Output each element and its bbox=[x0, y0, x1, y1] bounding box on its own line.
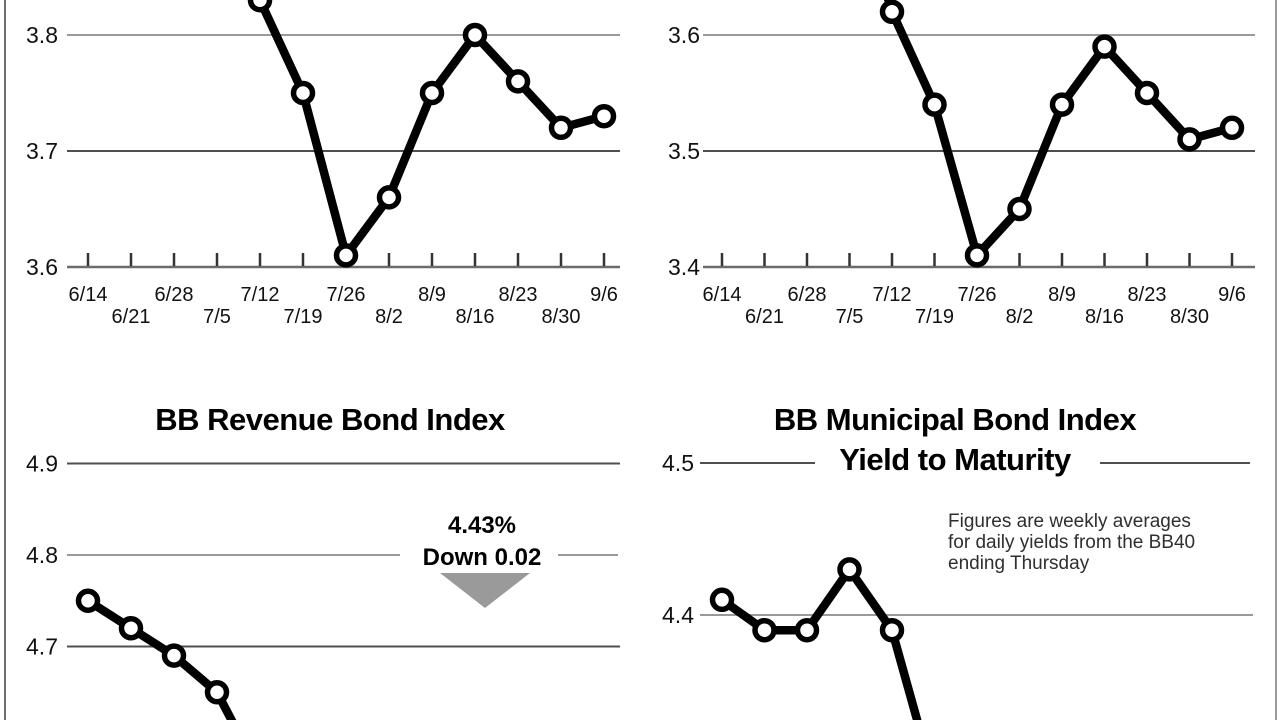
current-value-label: 4.43% bbox=[448, 512, 516, 539]
x-axis-label: 6/21 bbox=[745, 306, 784, 328]
change-label: Down 0.02 bbox=[423, 544, 542, 571]
x-axis-label: 8/2 bbox=[375, 306, 403, 328]
data-point-marker bbox=[290, 80, 316, 106]
data-point-marker bbox=[1092, 34, 1117, 59]
x-axis-label: 8/30 bbox=[542, 306, 581, 328]
x-axis-label: 6/28 bbox=[788, 284, 827, 306]
y-axis-label: 3.7 bbox=[26, 138, 58, 164]
footnote-text: Figures are weekly averages bbox=[948, 511, 1191, 532]
y-axis-label: 4.8 bbox=[26, 542, 58, 568]
x-axis-label: 8/16 bbox=[1085, 306, 1124, 328]
data-point-marker bbox=[462, 22, 488, 48]
y-axis-label: 4.9 bbox=[26, 451, 58, 477]
data-point-marker bbox=[1177, 127, 1202, 152]
y-axis-label: 3.8 bbox=[26, 22, 58, 48]
x-axis-label: 7/26 bbox=[958, 284, 997, 306]
chart-title: BB Revenue Bond Index bbox=[155, 402, 506, 437]
data-line bbox=[883, 0, 1234, 260]
x-axis-label: 7/19 bbox=[284, 306, 323, 328]
x-axis-label: 8/30 bbox=[1170, 306, 1209, 328]
data-point-marker bbox=[752, 617, 777, 643]
down-arrow-icon bbox=[440, 573, 530, 608]
chart-top-left: 3.8 3.7 3.6 6/146/216/28 7/5 7/127/197/26 8/2 8… bbox=[26, 0, 620, 328]
data-point-marker bbox=[75, 588, 101, 613]
x-axis-label: 7/12 bbox=[873, 284, 912, 306]
data-point-marker bbox=[118, 615, 144, 641]
y-axis-label: 4.7 bbox=[26, 634, 58, 660]
y-axis-label: 3.5 bbox=[668, 138, 700, 164]
data-point-marker bbox=[204, 680, 230, 705]
data-point-marker bbox=[1007, 196, 1032, 222]
y-axis-label: 3.6 bbox=[668, 22, 700, 48]
data-point-marker bbox=[879, 617, 905, 643]
data-point-marker bbox=[837, 557, 862, 582]
x-axis-label: 6/14 bbox=[703, 284, 742, 306]
x-axis-label: 8/23 bbox=[499, 284, 538, 306]
data-point-marker bbox=[505, 69, 531, 94]
footnote-text: ending Thursday bbox=[948, 553, 1090, 574]
chart-title: Yield to Maturity bbox=[839, 442, 1072, 477]
data-line bbox=[255, 0, 606, 260]
x-axis-label: 6/14 bbox=[69, 284, 108, 306]
data-point-marker bbox=[879, 0, 905, 25]
data-point-marker bbox=[548, 115, 574, 141]
left-border-rule bbox=[4, 0, 6, 720]
x-axis-label: 9/6 bbox=[1218, 284, 1246, 306]
footnote-text: for daily yields from the BB40 bbox=[948, 532, 1195, 553]
data-point-marker bbox=[922, 92, 947, 117]
x-axis-label: 8/9 bbox=[418, 284, 446, 306]
chart-title: BB Municipal Bond Index bbox=[774, 402, 1137, 437]
data-point-marker bbox=[419, 80, 445, 106]
data-point-marker bbox=[161, 643, 187, 668]
chart-bottom-left: BB Revenue Bond Index 4.9 4.8 4.7 4.43% Down … bbox=[26, 402, 620, 720]
data-point-marker bbox=[709, 587, 735, 613]
x-axis-label: 6/28 bbox=[155, 284, 194, 306]
chart-bottom-right: BB Municipal Bond Index Yield to Maturity… bbox=[662, 402, 1253, 720]
x-axis-label: 7/5 bbox=[836, 306, 864, 328]
data-point-marker bbox=[1219, 115, 1245, 141]
x-axis-label: 7/26 bbox=[327, 284, 366, 306]
x-axis-label: 7/19 bbox=[915, 306, 954, 328]
x-axis-label: 8/16 bbox=[456, 306, 495, 328]
x-axis-label: 9/6 bbox=[590, 284, 618, 306]
x-axis-label: 7/5 bbox=[203, 306, 231, 328]
x-axis-label: 7/12 bbox=[241, 284, 280, 306]
data-point-marker bbox=[591, 103, 617, 129]
chart-top-right: 3.6 3.5 3.46/146/216/28 7/5 7/127/197/26 8/2 8… bbox=[668, 0, 1255, 328]
data-point-marker bbox=[964, 243, 990, 268]
data-line bbox=[719, 565, 922, 720]
y-axis-label: 4.5 bbox=[662, 450, 694, 476]
y-axis-label: 4.4 bbox=[662, 602, 694, 628]
x-axis-label: 8/23 bbox=[1128, 284, 1167, 306]
data-point-marker bbox=[376, 185, 402, 210]
data-point-marker bbox=[247, 0, 273, 13]
data-point-marker bbox=[1134, 80, 1160, 106]
y-axis-label: 3.6 bbox=[26, 254, 58, 280]
data-point-marker bbox=[794, 617, 820, 643]
x-axis-label: 8/2 bbox=[1006, 306, 1034, 328]
x-axis-label: 6/21 bbox=[112, 306, 151, 328]
data-point-marker bbox=[1049, 92, 1075, 117]
y-axis-label: 3.4 bbox=[668, 254, 700, 280]
x-axis-label: 8/9 bbox=[1048, 284, 1076, 306]
right-border-rule bbox=[1275, 0, 1277, 720]
data-point-marker bbox=[333, 243, 359, 268]
